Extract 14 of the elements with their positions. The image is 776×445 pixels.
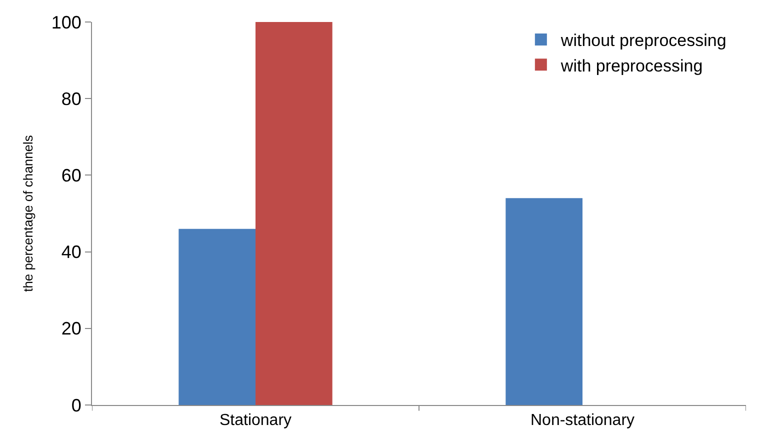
y-tick-label: 60: [61, 166, 82, 186]
bar: [178, 228, 256, 405]
bar: [256, 22, 332, 405]
x-tick-label: Stationary: [219, 412, 292, 430]
y-tick-label: 100: [51, 12, 82, 32]
y-tick-label: 40: [61, 242, 82, 262]
bar: [506, 198, 582, 405]
y-tick-label: 0: [71, 395, 82, 416]
legend-label: with preprocessing: [560, 56, 703, 76]
y-tick-label: 20: [61, 318, 82, 339]
y-tick-label: 80: [61, 88, 82, 109]
legend-label: without preprocessing: [560, 31, 726, 50]
x-tick-label: Non-stationary: [530, 412, 635, 430]
y-axis-title: the percentage of channels: [20, 134, 36, 292]
